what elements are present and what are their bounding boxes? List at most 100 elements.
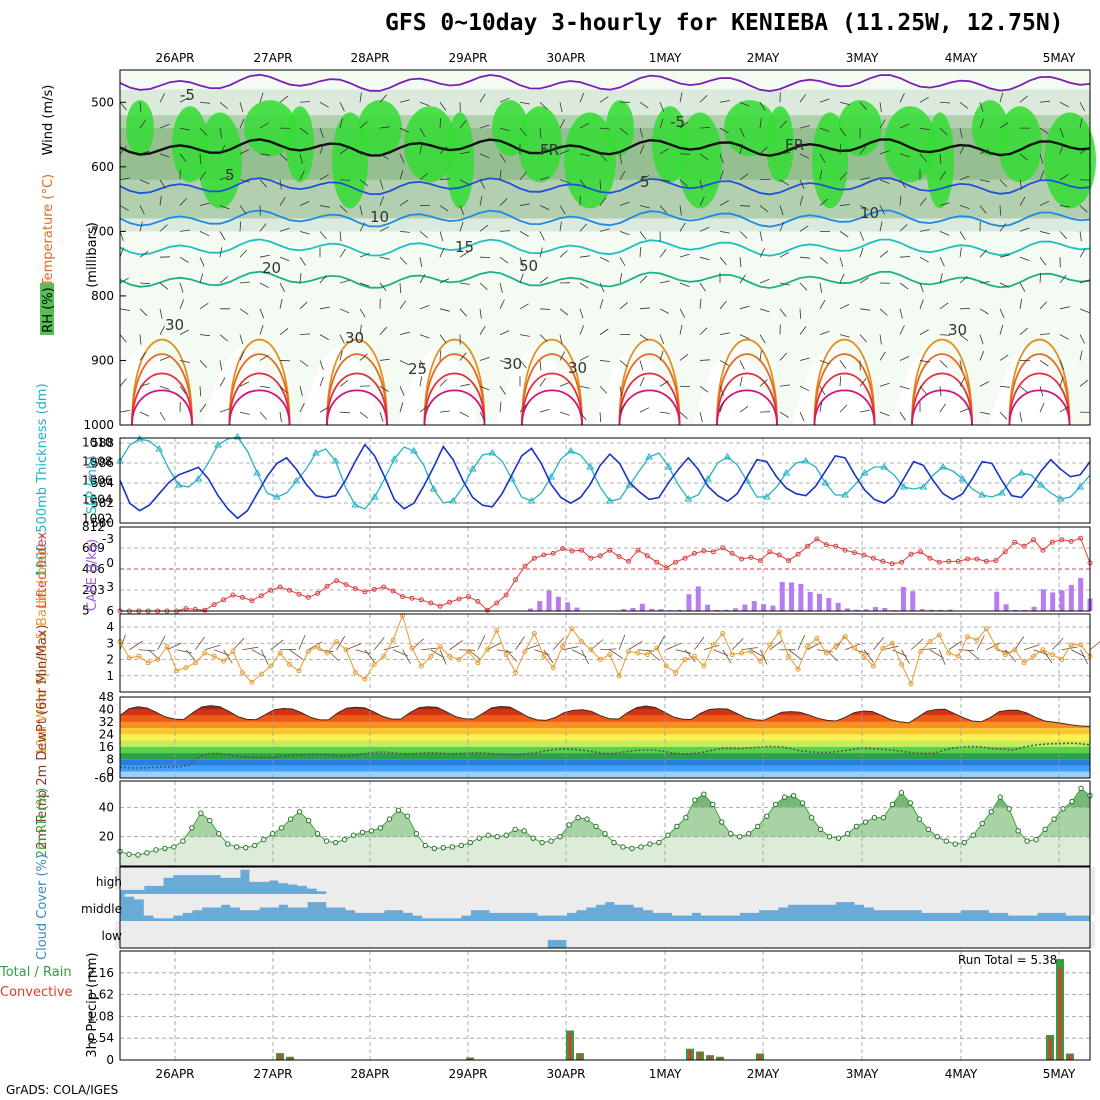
wind-barb: [159, 325, 166, 335]
wind-barb: [159, 93, 166, 103]
cloud-middle-gap: [547, 894, 558, 916]
wind-barb: [859, 102, 867, 110]
cloud-middle-gap: [451, 894, 462, 919]
rh-point: [961, 839, 967, 846]
wind-barb: [459, 282, 470, 285]
wind-barb: [308, 641, 323, 651]
wind-barb: [659, 308, 669, 314]
lifted-index-point: [456, 596, 462, 602]
cloud-middle-gap: [153, 894, 164, 919]
lifted-index-point: [531, 555, 537, 561]
precip-convective-bar: [278, 1053, 282, 1060]
cape-bar: [994, 591, 1000, 611]
wind-barb: [430, 649, 445, 659]
wind-barb: [515, 636, 525, 650]
lifted-index-point: [362, 589, 368, 595]
cloud-middle-gap: [1036, 894, 1048, 913]
wind-barb: [979, 205, 987, 214]
wind-barb: [159, 123, 170, 129]
wind-barb: [919, 197, 927, 206]
cloud-middle-gap: [614, 894, 625, 905]
wind-barb: [459, 221, 464, 232]
wind-barb: [719, 386, 724, 396]
wind-barb: [639, 334, 649, 341]
thickness-point: [919, 483, 928, 490]
wind-barb: [759, 146, 768, 155]
wind-barb: [779, 179, 789, 186]
wind-barb: [959, 101, 969, 109]
cloud-middle-gap: [806, 894, 817, 905]
wind-barb: [449, 640, 463, 651]
wind-barb: [159, 308, 163, 319]
isotherm-20: [119, 270, 1091, 289]
wind-barb: [659, 280, 670, 284]
rh-point: [1015, 828, 1021, 834]
cloud-middle-gap: [1065, 894, 1076, 916]
lifted-index-point: [899, 559, 905, 565]
rh-point: [907, 800, 914, 806]
wind-barb: [199, 273, 204, 284]
wind-speed-point: [710, 642, 716, 648]
wind-barb: [185, 649, 197, 663]
wind-speed-point: [418, 663, 424, 669]
thickness-point: [410, 447, 418, 454]
wind-barb: [239, 381, 250, 387]
wind-barb: [499, 127, 510, 132]
wind-barb: [299, 333, 311, 336]
wind-barb: [479, 93, 486, 103]
wind-barb: [863, 649, 874, 663]
thickness-point: [272, 493, 281, 500]
wind-barb: [239, 334, 244, 345]
rh-axis-label: RH (%): [41, 287, 56, 332]
wind-barb: [539, 231, 545, 241]
wind-barb: [879, 221, 883, 232]
wind-barb: [519, 203, 530, 206]
cloud-middle-gap: [489, 894, 500, 913]
cloud-middle-gap: [585, 894, 596, 908]
cloud-middle-gap: [307, 894, 318, 903]
wind-barb: [339, 411, 351, 414]
wind-barb: [666, 642, 681, 651]
rh-point: [898, 790, 905, 796]
cloud-low-gap: [364, 921, 375, 948]
wind-barb: [270, 639, 284, 651]
wind-barb: [959, 144, 966, 155]
lifted-index-point: [465, 594, 471, 600]
wind-barb: [910, 638, 924, 651]
cloud-high-gap: [1065, 867, 1076, 894]
wind-barb: [920, 648, 937, 651]
lifted-index-point: [946, 558, 952, 564]
wind-barb: [439, 247, 445, 258]
temp-band: [120, 715, 1090, 722]
wind-barb: [879, 102, 882, 113]
rh-high-blob: [884, 106, 936, 183]
wind-speed-point: [513, 670, 519, 675]
thickness-point: [468, 465, 477, 472]
wind-barb: [979, 179, 990, 183]
wind-barb: [919, 229, 930, 232]
cloud-middle-gap: [374, 894, 385, 913]
wind-barb: [239, 249, 248, 258]
y-tick-label: 1010: [82, 436, 113, 450]
cloud-high-gap: [393, 867, 404, 894]
wind-barb: [679, 282, 690, 288]
wind-barb: [139, 102, 142, 113]
cloud-low-gap: [422, 921, 433, 948]
wind-barb: [239, 179, 250, 183]
dry-plume: [595, 347, 675, 425]
wind-barb: [279, 328, 289, 335]
wind-barb: [339, 118, 343, 129]
thickness-point: [174, 481, 183, 488]
wind-barb: [559, 205, 566, 215]
rh-point: [692, 797, 698, 803]
rh-high-blob: [1044, 112, 1096, 209]
cloud-high-gap: [451, 867, 462, 894]
dry-plume: [792, 347, 872, 425]
wind-barb: [419, 405, 428, 413]
wind-barb: [259, 153, 270, 156]
wind-barb: [959, 128, 963, 138]
lifted-index-point: [484, 607, 490, 613]
cloud-middle-gap: [1056, 894, 1067, 913]
cape-bar: [1078, 577, 1084, 611]
